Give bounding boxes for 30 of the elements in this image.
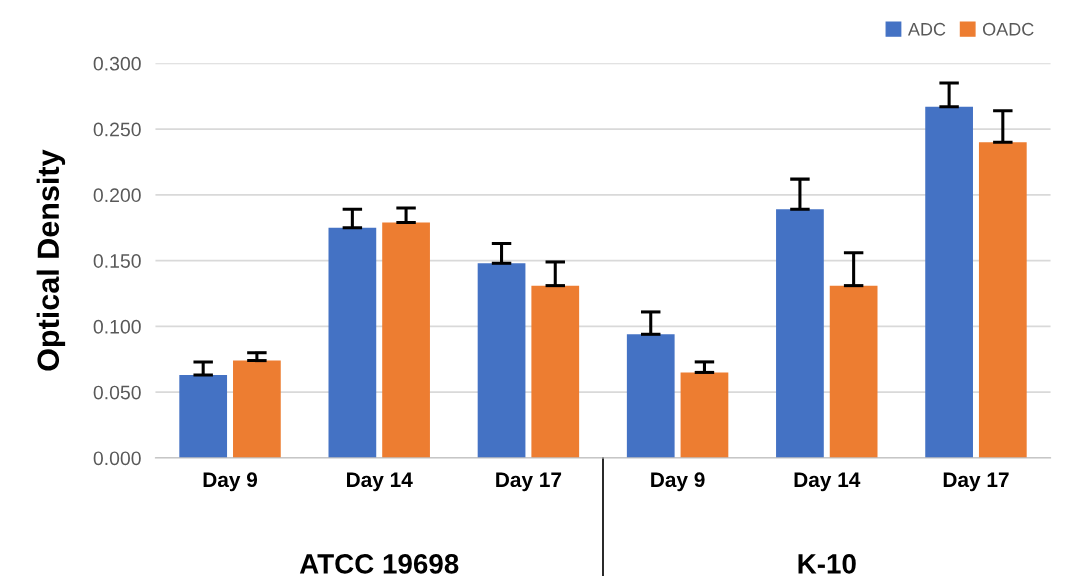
legend-label: OADC <box>983 22 1034 36</box>
bar <box>179 375 228 458</box>
y-tick-label: 0.050 <box>93 385 141 400</box>
text: ATCC 19698 <box>299 554 459 574</box>
bar <box>680 372 729 458</box>
x-tick-label: Day 9 <box>203 472 258 492</box>
x-tick-label: Day 17 <box>943 472 1009 492</box>
x-tick-label: Day 9 <box>651 472 705 492</box>
y-tick-label: 0.300 <box>93 56 141 71</box>
y-tick-label: 0.100 <box>93 319 141 334</box>
text: K-10 <box>798 554 856 574</box>
bar <box>829 285 878 458</box>
x-tick-label: Day 17 <box>496 472 562 492</box>
bar <box>477 263 526 458</box>
y-tick-label: 0.200 <box>93 188 141 203</box>
y-tick-label: 0.000 <box>93 451 141 466</box>
y-axis-title: Optical Density <box>36 149 66 371</box>
bar <box>978 142 1027 458</box>
bar <box>328 227 377 458</box>
bar <box>925 106 973 458</box>
bar <box>382 222 430 458</box>
legend-label: ADC <box>907 22 946 36</box>
bar <box>626 334 675 458</box>
y-tick-label: 0.150 <box>93 254 141 268</box>
x-tick-label: Day 14 <box>347 472 413 492</box>
x-tick-label: Day 14 <box>794 472 861 492</box>
bar <box>531 285 580 458</box>
y-tick-label: 0.250 <box>93 122 141 137</box>
bar <box>233 360 281 458</box>
bar <box>776 209 824 458</box>
